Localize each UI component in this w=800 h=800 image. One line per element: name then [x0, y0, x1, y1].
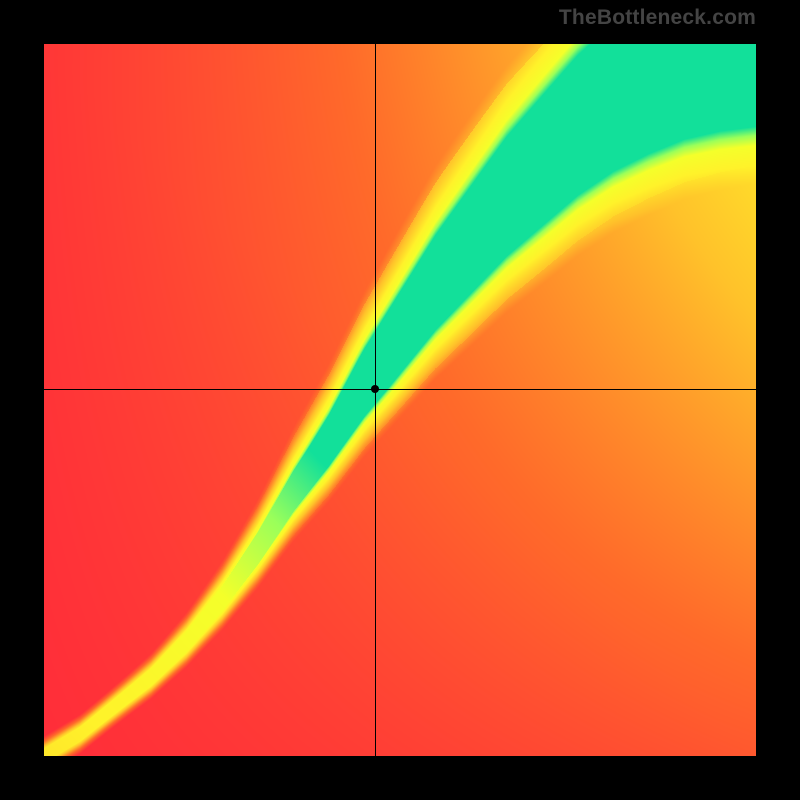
watermark-text: TheBottleneck.com — [559, 6, 756, 30]
crosshair-horizontal — [44, 389, 756, 390]
crosshair-vertical — [375, 44, 376, 756]
crosshair-marker — [371, 385, 379, 393]
chart-container: TheBottleneck.com — [0, 0, 800, 800]
heatmap-canvas — [44, 44, 756, 756]
